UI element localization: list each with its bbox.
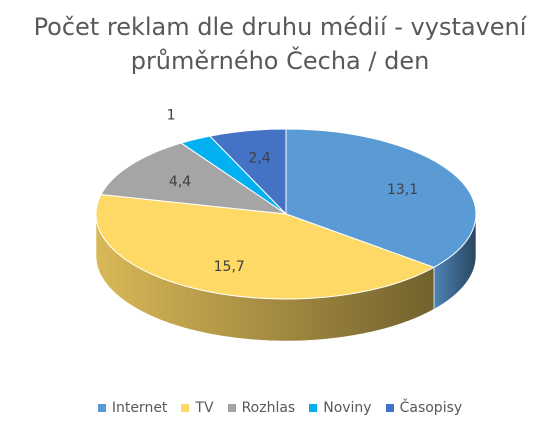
legend-swatch-tv — [181, 404, 190, 412]
legend-swatch-rozhlas — [227, 404, 236, 412]
legend: Internet TV Rozhlas Noviny Časopisy — [0, 400, 560, 416]
legend-label-casopisy: Časopisy — [399, 400, 463, 416]
legend-entry-internet: Internet — [97, 400, 168, 416]
chart-title: Počet reklam dle druhu médií - vystavení… — [0, 10, 560, 78]
legend-entry-noviny: Noviny — [309, 400, 372, 416]
data-label-internet: 13,1 — [387, 182, 418, 198]
pie-slice-tv — [95, 193, 436, 300]
legend-swatch-noviny — [309, 404, 318, 412]
pie-slice-rozhlas — [100, 142, 287, 215]
chart-title-line-1: Počet reklam dle druhu médií - vystavení — [33, 13, 527, 41]
chart-title-line-2: průměrného Čecha / den — [130, 47, 430, 75]
legend-entry-tv: TV — [181, 400, 214, 416]
data-label-tv: 15,7 — [214, 259, 245, 275]
legend-label-noviny: Noviny — [323, 400, 372, 416]
pie-labels: 13,1 15,7 4,4 1 2,4 — [167, 107, 418, 275]
legend-entry-casopisy: Časopisy — [385, 400, 463, 416]
legend-label-internet: Internet — [111, 400, 168, 416]
legend-label-tv: TV — [195, 400, 214, 416]
legend-entry-rozhlas: Rozhlas — [227, 400, 296, 416]
data-label-casopisy: 2,4 — [248, 150, 270, 166]
data-label-rozhlas: 4,4 — [169, 174, 191, 190]
pie-slice-casopisy — [208, 128, 287, 216]
legend-swatch-internet — [97, 404, 106, 412]
legend-swatch-casopisy — [385, 404, 394, 412]
data-label-noviny: 1 — [167, 107, 176, 123]
pie-slice-internet — [285, 128, 477, 268]
pie-tops — [95, 128, 477, 300]
legend-label-rozhlas: Rozhlas — [241, 400, 296, 416]
